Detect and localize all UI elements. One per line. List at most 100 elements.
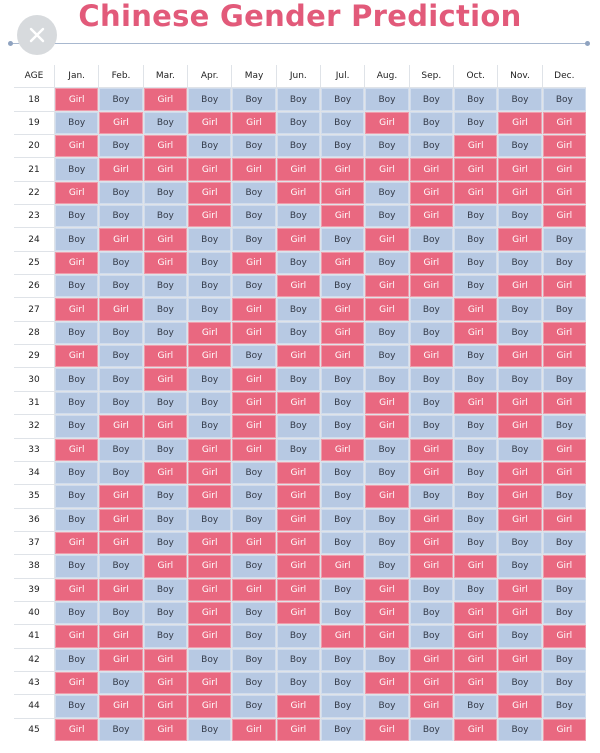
boy-cell: Boy xyxy=(320,648,365,671)
girl-cell: Girl xyxy=(320,158,365,181)
boy-cell: Boy xyxy=(55,111,99,135)
boy-cell: Boy xyxy=(99,135,143,158)
boy-cell: Boy xyxy=(453,508,498,531)
page-title: Chinese Gender Prediction xyxy=(78,0,522,33)
girl-cell: Girl xyxy=(409,158,453,181)
girl-cell: Girl xyxy=(542,181,586,205)
boy-cell: Boy xyxy=(55,485,99,508)
girl-cell: Girl xyxy=(143,461,187,485)
girl-cell: Girl xyxy=(409,275,453,298)
age-label: 42 xyxy=(14,648,54,671)
girl-cell: Girl xyxy=(232,415,276,438)
girl-cell: Girl xyxy=(453,298,498,321)
month-header: Oct. xyxy=(453,65,498,88)
girl-cell: Girl xyxy=(187,695,232,718)
girl-cell: Girl xyxy=(276,485,320,508)
girl-cell: Girl xyxy=(365,671,409,695)
girl-cell: Girl xyxy=(542,438,586,461)
age-label: 39 xyxy=(14,578,54,601)
boy-cell: Boy xyxy=(55,228,99,251)
boy-cell: Boy xyxy=(232,135,276,158)
boy-cell: Boy xyxy=(542,485,586,508)
girl-cell: Girl xyxy=(143,671,187,695)
boy-cell: Boy xyxy=(55,461,99,485)
boy-cell: Boy xyxy=(232,205,276,228)
girl-cell: Girl xyxy=(542,508,586,531)
boy-cell: Boy xyxy=(143,181,187,205)
boy-cell: Boy xyxy=(55,695,99,718)
boy-cell: Boy xyxy=(99,671,143,695)
boy-cell: Boy xyxy=(365,461,409,485)
boy-cell: Boy xyxy=(99,88,143,111)
boy-cell: Boy xyxy=(542,601,586,625)
girl-cell: Girl xyxy=(498,181,542,205)
gender-prediction-chart: AGE Jan. Feb. Mar. Apr. May Jun. Jul. Aug. Sep. O… xyxy=(14,65,586,741)
boy-cell: Boy xyxy=(365,531,409,555)
girl-cell: Girl xyxy=(498,228,542,251)
age-label: 29 xyxy=(14,345,54,368)
girl-cell: Girl xyxy=(542,205,586,228)
girl-cell: Girl xyxy=(232,251,276,275)
boy-cell: Boy xyxy=(232,88,276,111)
boy-cell: Boy xyxy=(453,228,498,251)
girl-cell: Girl xyxy=(453,135,498,158)
girl-cell: Girl xyxy=(187,205,232,228)
girl-cell: Girl xyxy=(409,555,453,578)
girl-cell: Girl xyxy=(320,181,365,205)
girl-cell: Girl xyxy=(99,158,143,181)
boy-cell: Boy xyxy=(365,555,409,578)
title-divider xyxy=(8,41,590,46)
boy-cell: Boy xyxy=(232,555,276,578)
boy-cell: Boy xyxy=(143,578,187,601)
boy-cell: Boy xyxy=(320,88,365,111)
girl-cell: Girl xyxy=(409,205,453,228)
boy-cell: Boy xyxy=(453,485,498,508)
age-label: 43 xyxy=(14,671,54,695)
boy-cell: Boy xyxy=(187,391,232,415)
boy-cell: Boy xyxy=(365,648,409,671)
girl-cell: Girl xyxy=(365,601,409,625)
boy-cell: Boy xyxy=(409,111,453,135)
boy-cell: Boy xyxy=(232,648,276,671)
boy-cell: Boy xyxy=(498,368,542,391)
boy-cell: Boy xyxy=(55,205,99,228)
boy-cell: Boy xyxy=(542,695,586,718)
boy-cell: Boy xyxy=(542,648,586,671)
age-label: 22 xyxy=(14,181,54,205)
boy-cell: Boy xyxy=(143,298,187,321)
boy-cell: Boy xyxy=(276,368,320,391)
boy-cell: Boy xyxy=(409,485,453,508)
girl-cell: Girl xyxy=(232,718,276,741)
girl-cell: Girl xyxy=(187,181,232,205)
boy-cell: Boy xyxy=(542,531,586,555)
girl-cell: Girl xyxy=(276,275,320,298)
boy-cell: Boy xyxy=(232,461,276,485)
boy-cell: Boy xyxy=(320,695,365,718)
girl-cell: Girl xyxy=(99,228,143,251)
boy-cell: Boy xyxy=(453,531,498,555)
close-button[interactable] xyxy=(17,15,57,55)
boy-cell: Boy xyxy=(542,415,586,438)
girl-cell: Girl xyxy=(320,625,365,648)
girl-cell: Girl xyxy=(453,181,498,205)
boy-cell: Boy xyxy=(498,555,542,578)
girl-cell: Girl xyxy=(542,275,586,298)
girl-cell: Girl xyxy=(276,181,320,205)
boy-cell: Boy xyxy=(542,298,586,321)
girl-cell: Girl xyxy=(498,391,542,415)
boy-cell: Boy xyxy=(320,601,365,625)
girl-cell: Girl xyxy=(276,228,320,251)
girl-cell: Girl xyxy=(453,601,498,625)
girl-cell: Girl xyxy=(409,531,453,555)
boy-cell: Boy xyxy=(320,671,365,695)
girl-cell: Girl xyxy=(453,158,498,181)
boy-cell: Boy xyxy=(320,718,365,741)
boy-cell: Boy xyxy=(276,625,320,648)
girl-cell: Girl xyxy=(320,345,365,368)
age-label: 35 xyxy=(14,485,54,508)
girl-cell: Girl xyxy=(276,158,320,181)
boy-cell: Boy xyxy=(365,181,409,205)
age-label: 44 xyxy=(14,695,54,718)
girl-cell: Girl xyxy=(187,438,232,461)
boy-cell: Boy xyxy=(55,368,99,391)
